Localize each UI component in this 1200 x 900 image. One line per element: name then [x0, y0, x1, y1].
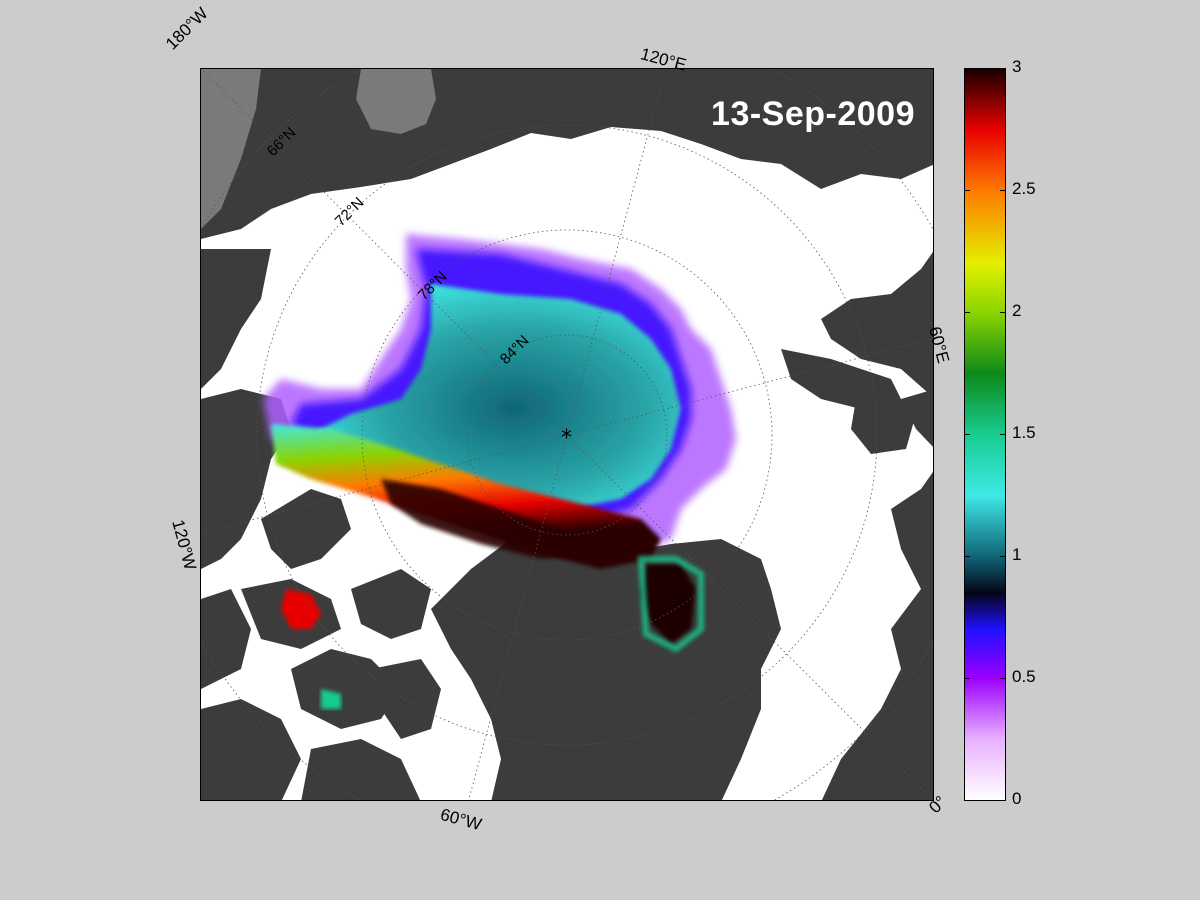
polar-projection-plot: 66°N 72°N 78°N 84°N * [201, 69, 933, 800]
lon-60w-label: 60°W [438, 804, 484, 835]
colorbar-tick-mark [964, 312, 970, 313]
sea-ice-thickness-field [263, 234, 736, 709]
colorbar-tick-label: 2 [1012, 301, 1022, 320]
date-label: 13-Sep-2009 [711, 95, 915, 133]
colorbar-tick-label: 0 [1012, 789, 1022, 808]
graticule [201, 69, 933, 800]
colorbar-tick-label: 0.5 [1012, 667, 1036, 686]
lon-120w-label: 120°W [168, 517, 200, 573]
colorbar-tick-mark [964, 434, 970, 435]
colorbar-tick-mark [964, 678, 970, 679]
colorbar-tick-mark [964, 800, 970, 801]
colorbar-tick-mark [964, 556, 970, 557]
colorbar-tick-mark [964, 190, 970, 191]
colorbar-tick-mark [1000, 678, 1006, 679]
colorbar-tick-mark [1000, 800, 1006, 801]
colorbar-tick-mark [964, 68, 970, 69]
colorbar-tick-label: 1 [1012, 545, 1022, 564]
lon-180w-label: 180°W [162, 3, 212, 54]
lat-72-label: 72°N [332, 194, 368, 230]
colorbar-tick-mark [1000, 556, 1006, 557]
colorbar-tick-label: 1.5 [1012, 423, 1036, 442]
colorbar-tick-mark [1000, 190, 1006, 191]
sea-ice-thickness-map: 66°N 72°N 78°N 84°N * 13-Sep-2009 [200, 68, 934, 801]
north-pole-marker: * [561, 426, 572, 451]
colorbar-tick-mark [1000, 68, 1006, 69]
colorbar-tick-label: 2.5 [1012, 179, 1036, 198]
colorbar-tick-mark [1000, 312, 1006, 313]
colorbar-tick-label: 3 [1012, 57, 1022, 76]
colorbar-tick-mark [1000, 434, 1006, 435]
